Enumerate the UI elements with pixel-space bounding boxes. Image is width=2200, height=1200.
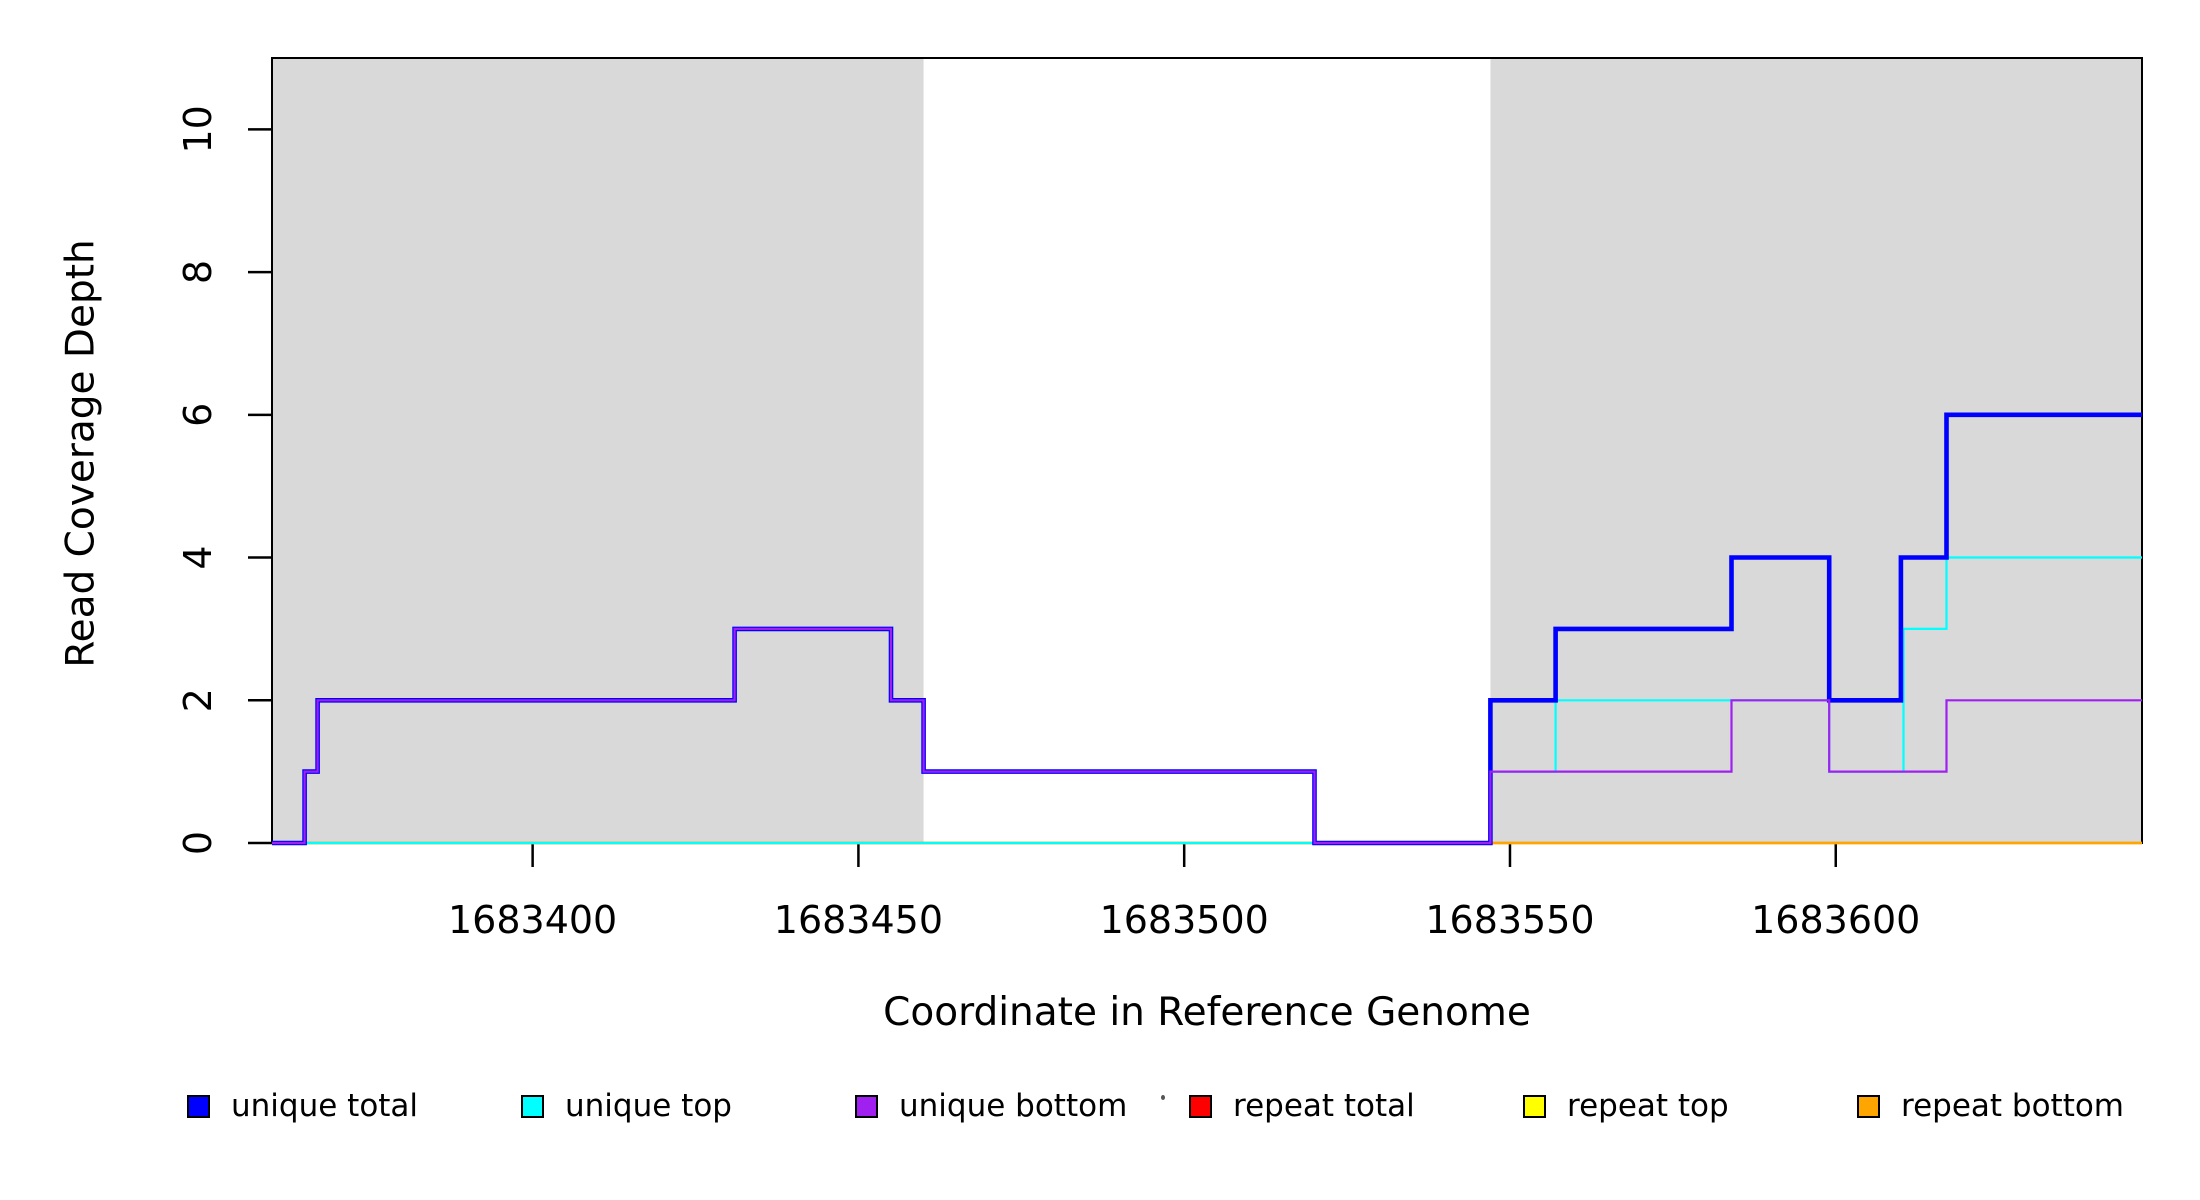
- y-tick-label: 10: [176, 105, 220, 153]
- x-tick-label: 1683550: [1425, 898, 1594, 942]
- y-tick-label: 2: [176, 688, 220, 712]
- y-tick-label: 0: [176, 831, 220, 855]
- y-tick-label: 8: [176, 260, 220, 284]
- y-axis-title: Read Coverage Depth: [58, 239, 104, 668]
- stray-dot: [1161, 1095, 1165, 1100]
- x-tick-label: 1683500: [1100, 898, 1269, 942]
- repeat-region-band: [1490, 58, 2142, 843]
- y-tick-label: 6: [176, 403, 220, 427]
- x-axis-title: Coordinate in Reference Genome: [883, 990, 1531, 1035]
- series-unique-bottom: [272, 627, 2142, 845]
- y-tick-label: 4: [176, 545, 220, 569]
- x-tick-label: 1683400: [448, 898, 617, 942]
- x-tick-label: 1683450: [774, 898, 943, 942]
- repeat-region-band: [272, 58, 924, 843]
- x-tick-label: 1683600: [1751, 898, 1920, 942]
